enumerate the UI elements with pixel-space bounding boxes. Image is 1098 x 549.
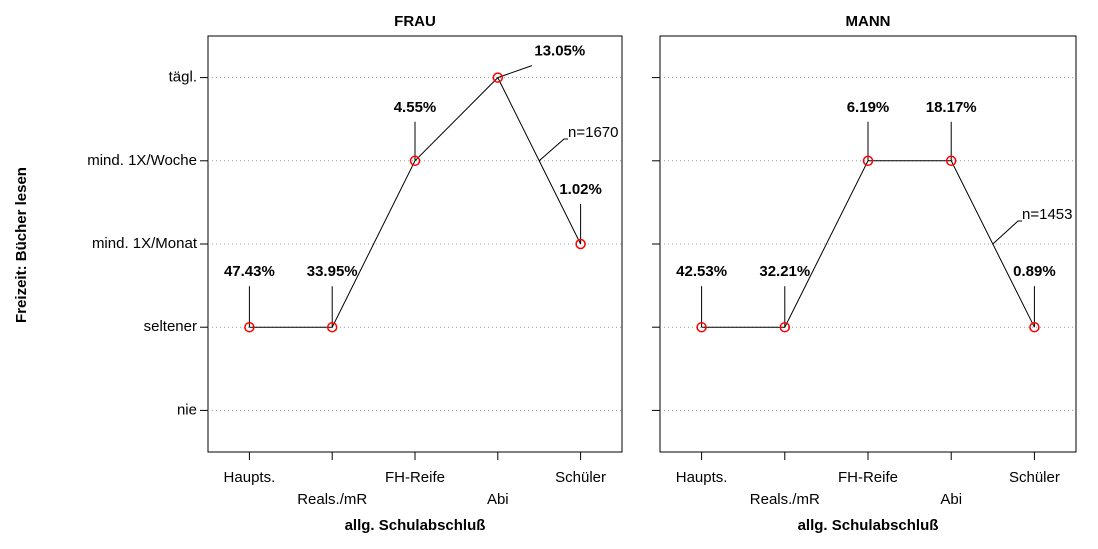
data-label: 4.55% — [394, 99, 437, 116]
y-tick-label: mind. 1X/Monat — [92, 235, 198, 252]
n-label: n=1670 — [568, 124, 618, 141]
x-tick-label: Haupts. — [676, 469, 728, 486]
marker — [1029, 321, 1040, 333]
marker — [862, 155, 874, 167]
marker — [492, 72, 504, 83]
panel-title: FRAU — [394, 13, 436, 30]
data-label: 47.43% — [224, 263, 275, 280]
marker — [945, 155, 957, 167]
y-axis-label: Freizeit: Bücher lesen — [13, 167, 30, 323]
n-leader — [538, 138, 568, 162]
data-label: 32.21% — [759, 263, 810, 280]
data-label: 1.02% — [559, 181, 602, 198]
data-label: 33.95% — [307, 263, 358, 280]
marker — [409, 155, 421, 167]
x-tick-label: Schüler — [1009, 469, 1060, 486]
x-tick-label: Haupts. — [224, 469, 276, 486]
x-tick-label: FH-Reife — [385, 469, 445, 486]
x-axis-label: allg. Schulabschluß — [798, 517, 939, 534]
marker — [575, 238, 586, 250]
x-tick-label: FH-Reife — [838, 469, 898, 486]
x-tick-label: Abi — [940, 491, 962, 508]
y-tick-label: nie — [177, 401, 197, 418]
marker — [696, 321, 707, 333]
x-tick-label: Abi — [487, 491, 509, 508]
marker — [244, 321, 255, 333]
data-label: 0.89% — [1013, 263, 1056, 280]
n-label: n=1453 — [1022, 206, 1072, 223]
data-label: 18.17% — [926, 99, 977, 116]
y-tick-label: mind. 1X/Woche — [87, 152, 197, 169]
x-tick-label: Schüler — [555, 469, 606, 486]
y-tick-label: seltener — [144, 318, 197, 335]
x-tick-label: Reals./mR — [297, 491, 367, 508]
label-leader — [497, 65, 533, 79]
x-axis-label: allg. Schulabschluß — [345, 517, 486, 534]
data-label: 13.05% — [534, 43, 585, 60]
data-label: 42.53% — [676, 263, 727, 280]
n-leader — [992, 220, 1022, 245]
x-tick-label: Reals./mR — [750, 491, 820, 508]
marker — [779, 321, 791, 333]
y-tick-label: tägl. — [169, 69, 197, 86]
marker — [326, 321, 338, 333]
panel-title: MANN — [846, 13, 891, 30]
data-label: 6.19% — [847, 99, 890, 116]
